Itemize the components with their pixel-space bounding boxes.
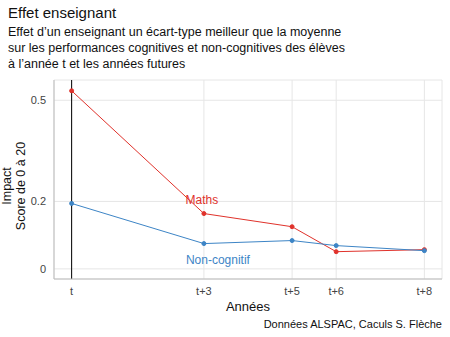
svg-text:0: 0	[40, 263, 46, 275]
svg-text:t: t	[70, 285, 73, 297]
svg-text:Années: Années	[226, 299, 271, 314]
svg-text:t+6: t+6	[328, 285, 344, 297]
svg-text:0.5: 0.5	[31, 94, 46, 106]
html-text:Score de 0 à 20: Score de 0 à 20	[14, 141, 28, 231]
html-text:Effet enseignant: Effet enseignant	[8, 4, 117, 21]
html-text:Effet d’un enseignant un écart: Effet d’un enseignant un écart-type meil…	[8, 25, 342, 39]
svg-text:t+5: t+5	[284, 285, 300, 297]
svg-text:t+3: t+3	[196, 285, 212, 297]
svg-text:0.2: 0.2	[31, 195, 46, 207]
html-text:à l’année t et les années futu: à l’année t et les années futures	[8, 57, 186, 71]
html-text:Données ALSPAC, Caculs S. Flèc: Données ALSPAC, Caculs S. Flèche	[263, 318, 442, 330]
svg-text:Maths: Maths	[186, 193, 219, 207]
svg-text:t+8: t+8	[417, 285, 433, 297]
html-text:Impact: Impact	[0, 167, 14, 205]
html-text:sur les performances cognitive: sur les performances cognitives et non-c…	[8, 41, 345, 55]
svg-text:Non-cognitif: Non-cognitif	[186, 253, 251, 267]
